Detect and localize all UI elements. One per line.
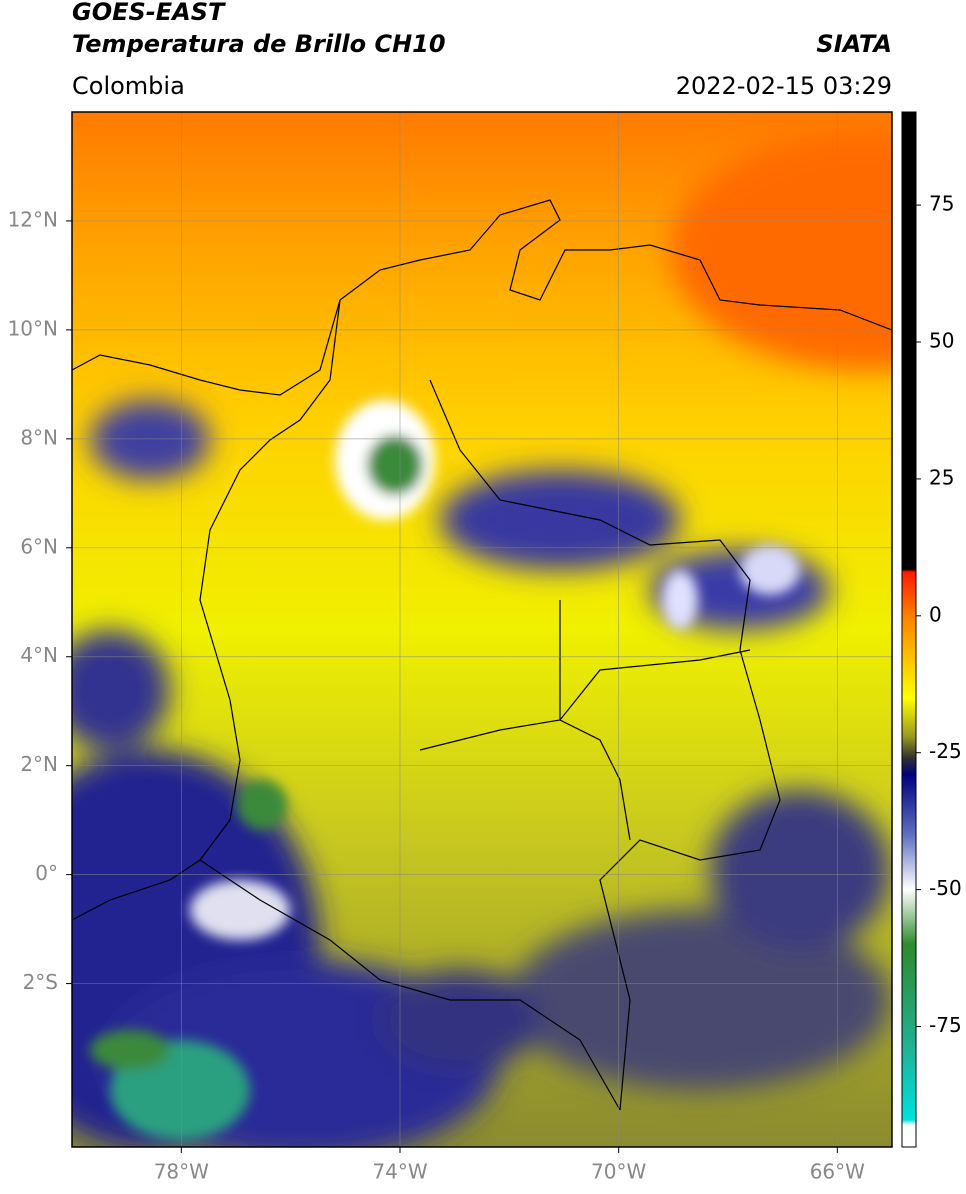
y-tick-label: 4°N (20, 643, 58, 667)
x-tick-label: 70°W (591, 1160, 646, 1184)
y-tick-label: 8°N (20, 425, 58, 449)
region: Colombia (72, 72, 185, 100)
y-tick-label: 0° (35, 861, 58, 885)
colorbar-tick-label: -50 (929, 876, 962, 900)
y-tick-label: 2°S (23, 970, 58, 994)
y-tick-label: 2°N (20, 752, 58, 776)
y-tick-label: 6°N (20, 534, 58, 558)
colorbar-tick-label: 25 (929, 465, 954, 489)
x-tick-label: 66°W (810, 1160, 865, 1184)
colorbar-tick-label: 75 (929, 192, 954, 216)
title: GOES-EAST (72, 0, 226, 26)
subtitle: Temperatura de Brillo CH10 (72, 30, 446, 58)
source: SIATA (816, 30, 892, 58)
y-tick-label: 12°N (8, 207, 58, 231)
colorbar-tick-label: -75 (929, 1013, 962, 1037)
x-tick-label: 74°W (372, 1160, 427, 1184)
y-tick-label: 10°N (8, 316, 58, 340)
colorbar-tick-label: -25 (929, 739, 962, 763)
datetime: 2022-02-15 03:29 (676, 72, 892, 100)
colorbar (901, 111, 917, 1148)
x-tick-label: 78°W (154, 1160, 209, 1184)
colorbar-tick-label: 0 (929, 602, 942, 626)
colorbar-tick-label: 50 (929, 329, 954, 353)
map-frame (71, 111, 893, 1148)
satellite-image (72, 112, 892, 1147)
